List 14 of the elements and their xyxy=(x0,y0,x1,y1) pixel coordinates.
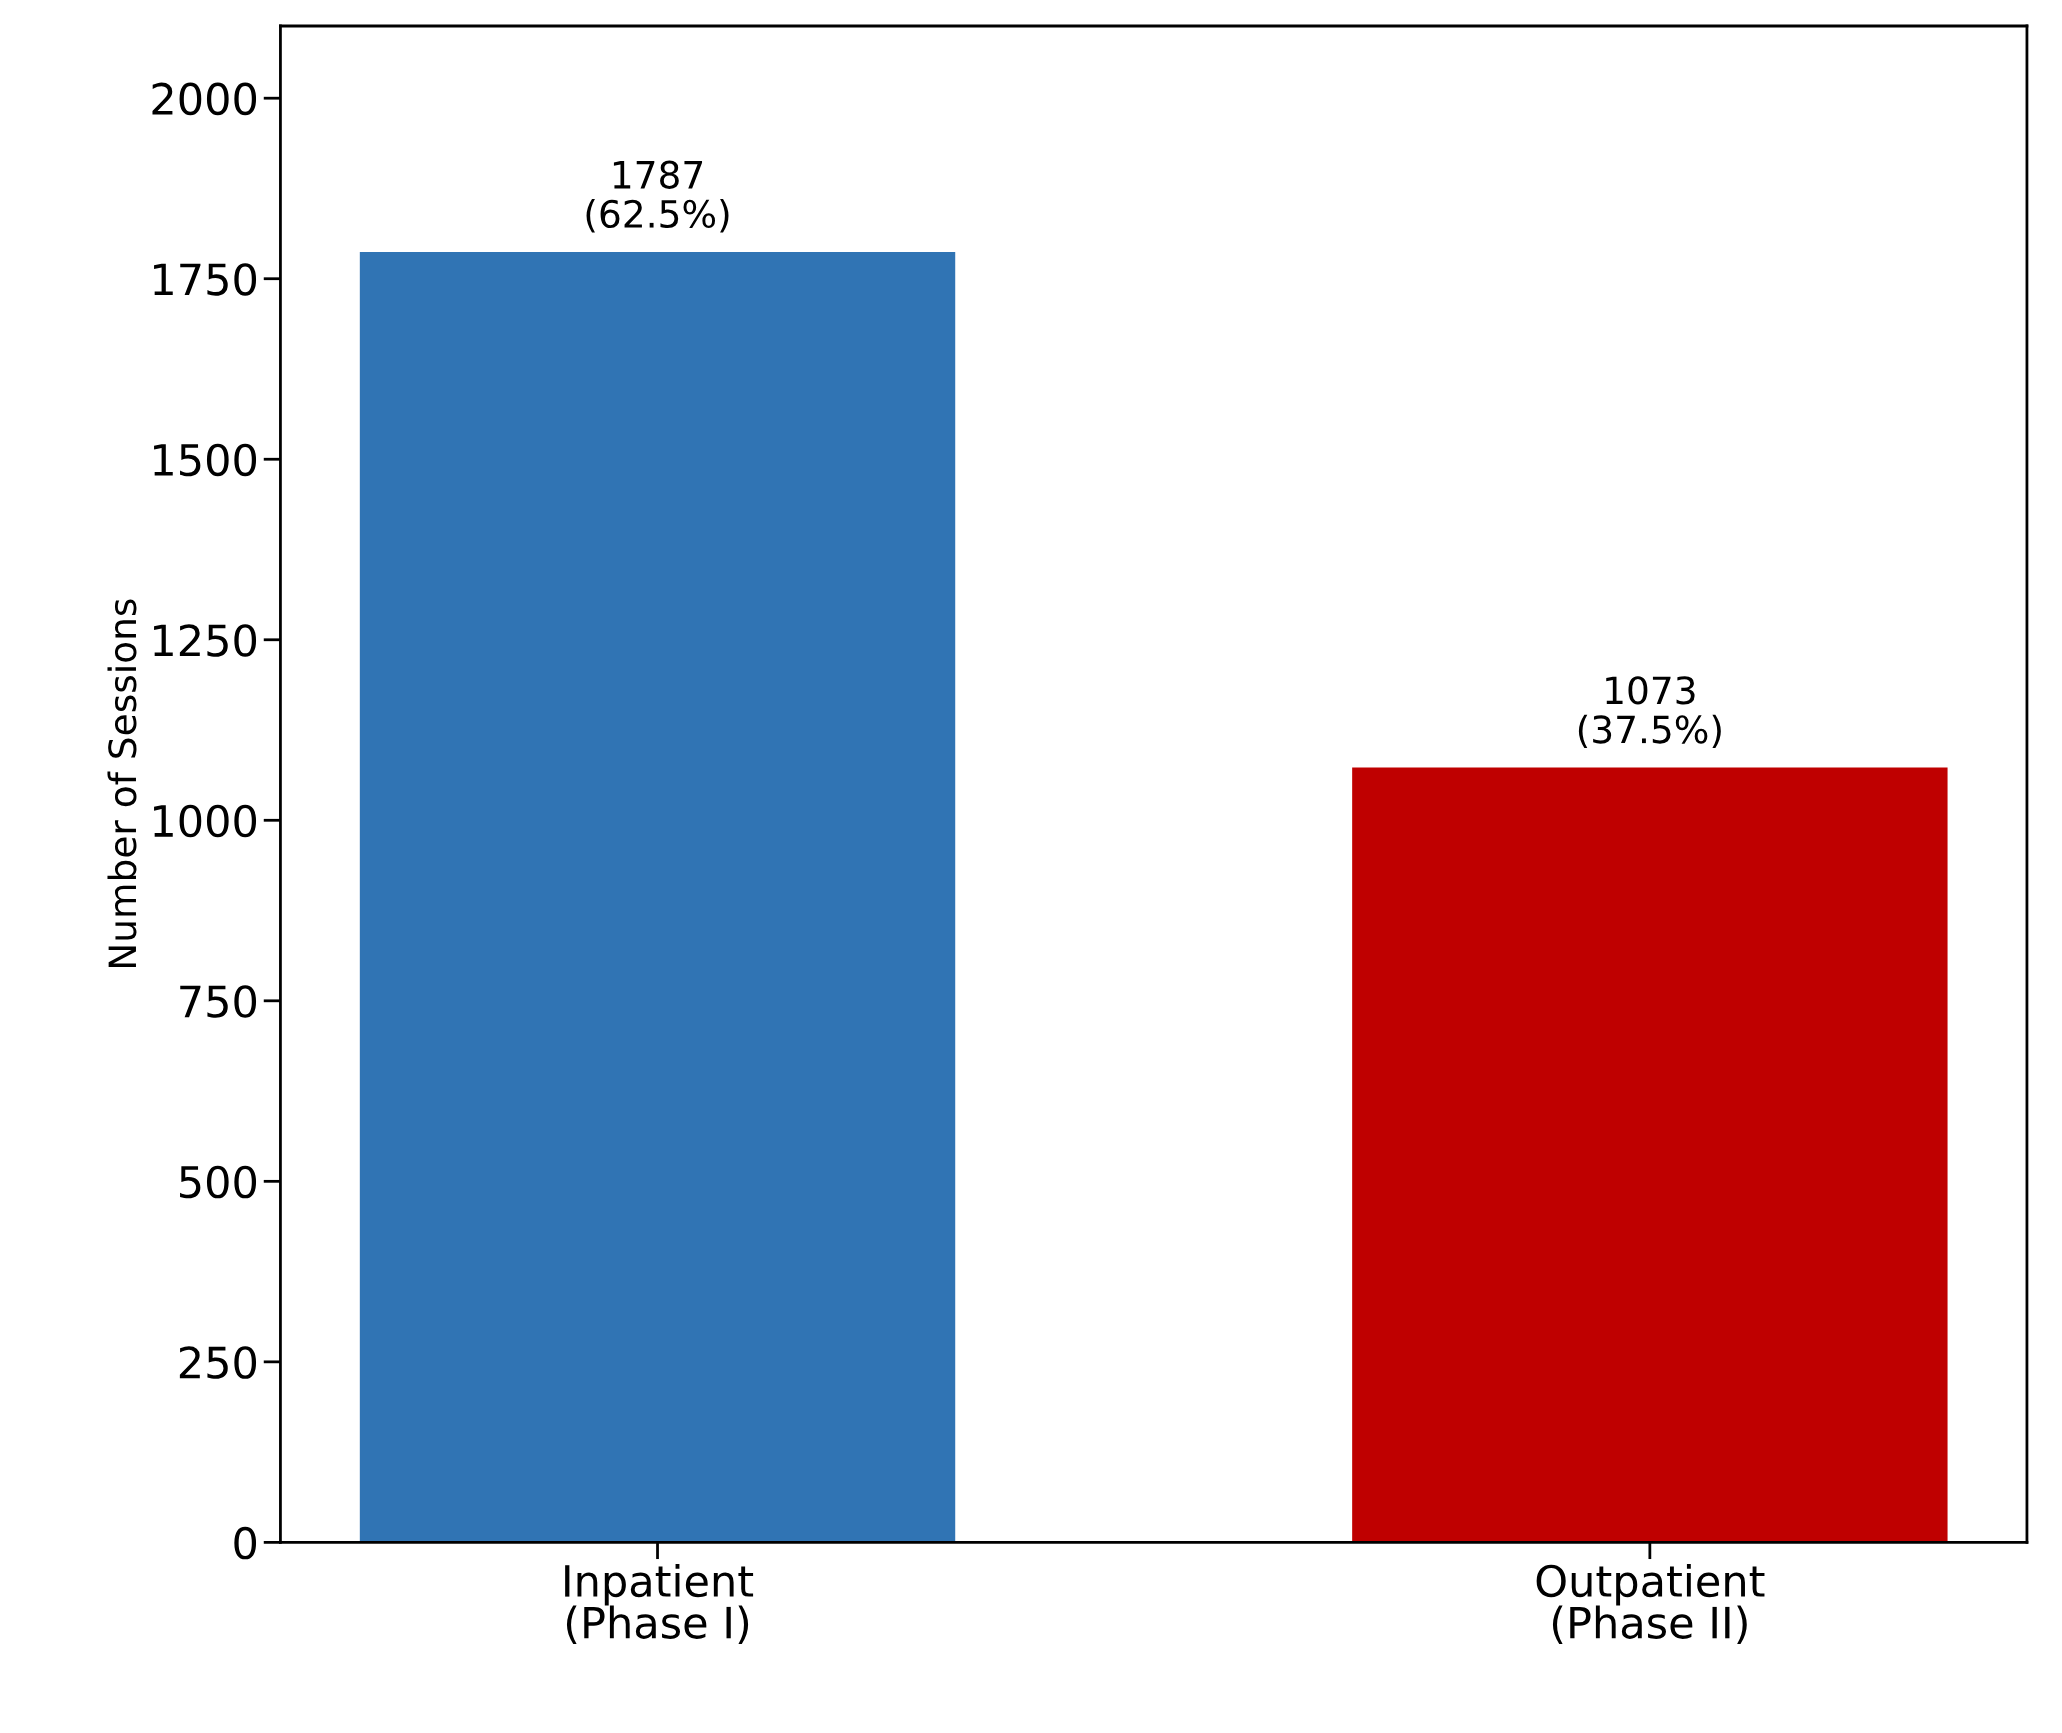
y-tick-label: 1250 xyxy=(154,624,257,657)
y-tick-label: 2000 xyxy=(152,82,257,116)
x-tick-label: Inpatient (Phase I) xyxy=(565,1563,754,1644)
y-tick-label: 250 xyxy=(179,1346,257,1379)
data-label: 1073 (37.5%) xyxy=(1578,676,1721,749)
y-tick-label: 500 xyxy=(180,1165,257,1199)
y-tick-label: 1750 xyxy=(154,263,257,296)
y-tick-label: 0 xyxy=(234,1526,257,1560)
x-tick-label: Outpatient (Phase II) xyxy=(1536,1563,1765,1644)
y-axis-title: Number of Sessions xyxy=(107,599,137,968)
y-tick-label: 750 xyxy=(180,985,257,1018)
data-label: 1787 (62.5%) xyxy=(586,160,729,233)
y-tick-label: 1000 xyxy=(154,804,257,838)
y-tick-label: 1500 xyxy=(154,443,257,477)
